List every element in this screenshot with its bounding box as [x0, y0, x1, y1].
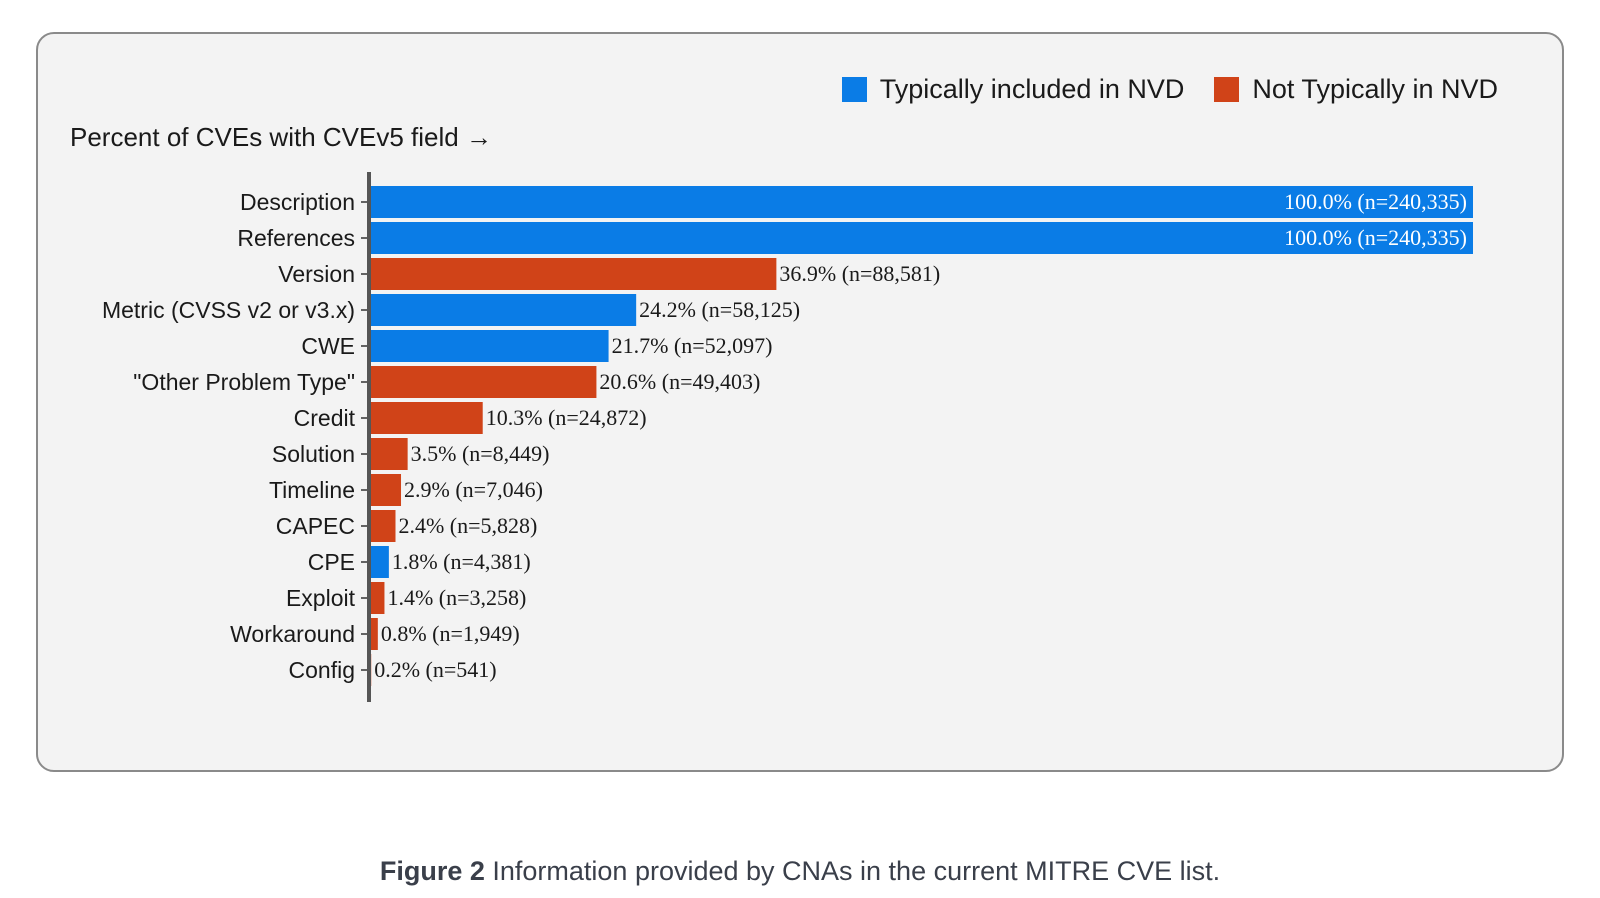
value-label-config: 0.2% (n=541): [374, 657, 496, 682]
chart-title: Percent of CVEs with CVEv5 field →: [70, 122, 492, 152]
legend-swatch-included: [841, 77, 867, 102]
chart-legend: Typically included in NVD Not Typically …: [812, 74, 1498, 105]
bar-references: [369, 222, 1473, 254]
bar-workaround: [369, 618, 378, 650]
value-label-cpe: 1.8% (n=4,381): [392, 549, 531, 574]
bar-other-problem-type: [369, 366, 597, 398]
bar-metric-cvss-v2-or-v3-x: [369, 294, 637, 326]
category-label-metric-cvss-v2-or-v3-x: Metric (CVSS v2 or v3.x): [102, 297, 355, 323]
chart-card: Typically included in NVD Not Typically …: [36, 32, 1564, 772]
bar-exploit: [369, 582, 385, 614]
legend-item-included: Typically included in NVD: [841, 74, 1185, 105]
legend-item-not-included: Not Typically in NVD: [1214, 74, 1498, 105]
category-label-capec: CAPEC: [276, 513, 355, 539]
value-label-other-problem-type: 20.6% (n=49,403): [599, 369, 760, 394]
figure-caption: Figure 2 Information provided by CNAs in…: [0, 856, 1600, 887]
bar-credit: [369, 402, 483, 434]
value-label-timeline: 2.9% (n=7,046): [404, 477, 543, 502]
category-label-cpe: CPE: [308, 549, 355, 575]
category-label-cwe: CWE: [301, 333, 355, 359]
category-label-workaround: Workaround: [230, 621, 355, 647]
legend-label-included: Typically included in NVD: [879, 74, 1185, 104]
bar-solution: [369, 438, 408, 470]
bar-description: [369, 186, 1473, 218]
legend-swatch-not-included: [1214, 77, 1240, 102]
value-label-capec: 2.4% (n=5,828): [398, 513, 537, 538]
bar-chart: Description 100.0% (n=240,335) References 1…: [102, 172, 1473, 702]
category-label-version: Version: [278, 261, 355, 287]
value-label-credit: 10.3% (n=24,872): [486, 405, 647, 430]
category-label-references: References: [237, 225, 355, 251]
legend-label-not-included: Not Typically in NVD: [1252, 74, 1498, 104]
value-label-version: 36.9% (n=88,581): [779, 261, 940, 286]
value-label-cwe: 21.7% (n=52,097): [612, 333, 773, 358]
value-label-solution: 3.5% (n=8,449): [411, 441, 550, 466]
value-label-description: 100.0% (n=240,335): [1284, 189, 1467, 214]
bar-timeline: [369, 474, 402, 506]
bar-cpe: [369, 546, 389, 578]
caption-text: Information provided by CNAs in the curr…: [484, 856, 1221, 886]
value-label-references: 100.0% (n=240,335): [1284, 225, 1467, 250]
bar-version: [369, 258, 777, 290]
category-label-timeline: Timeline: [269, 477, 355, 503]
value-label-metric-cvss-v2-or-v3-x: 24.2% (n=58,125): [639, 297, 800, 322]
value-label-exploit: 1.4% (n=3,258): [387, 585, 526, 610]
category-label-credit: Credit: [294, 405, 356, 431]
bar-cwe: [369, 330, 609, 362]
value-label-workaround: 0.8% (n=1,949): [381, 621, 520, 646]
category-label-config: Config: [289, 657, 355, 683]
category-label-exploit: Exploit: [286, 585, 356, 611]
category-label-description: Description: [240, 189, 355, 215]
category-label-solution: Solution: [272, 441, 355, 467]
bar-capec: [369, 510, 396, 542]
caption-label: Figure 2: [379, 856, 485, 886]
category-label-other-problem-type: "Other Problem Type": [133, 369, 355, 395]
